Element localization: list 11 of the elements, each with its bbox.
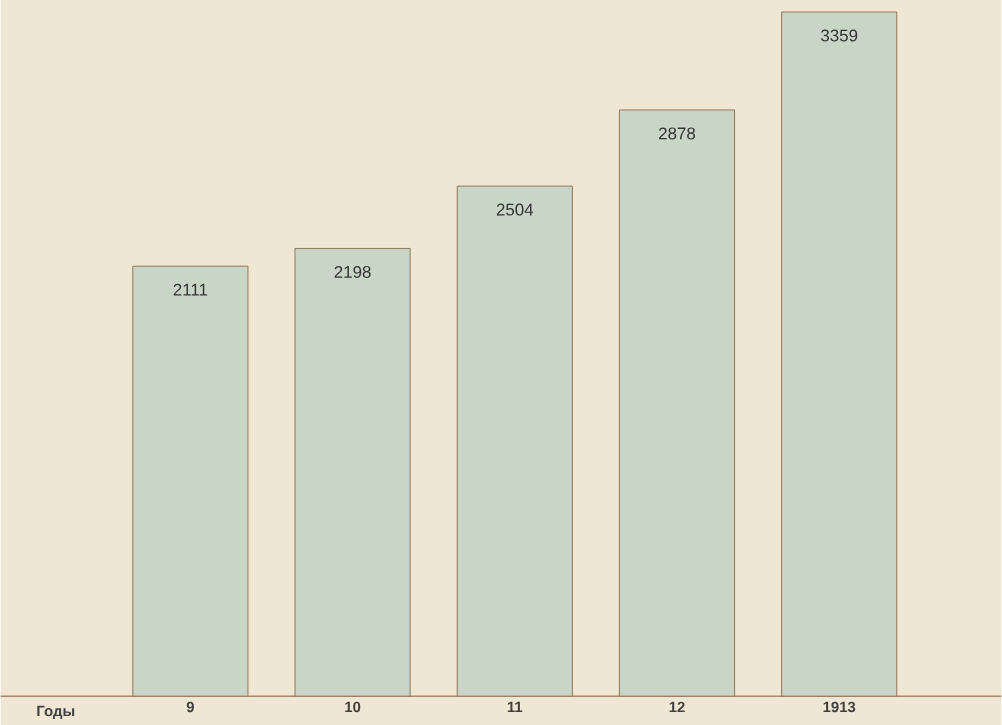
x-tick-label: 1913 [823,701,856,713]
data-label: 2111 [173,283,208,296]
x-tick-label: 12 [669,701,685,713]
x-tick-label: 10 [345,701,361,713]
data-label: 2878 [659,127,696,140]
x-axis-title: Годы [37,705,75,720]
x-tick-label: 11 [507,701,523,712]
x-tick-label: 9 [186,701,194,713]
data-label: 3359 [821,29,858,42]
data-label: 2504 [496,203,534,216]
data-label: 2198 [334,265,371,278]
